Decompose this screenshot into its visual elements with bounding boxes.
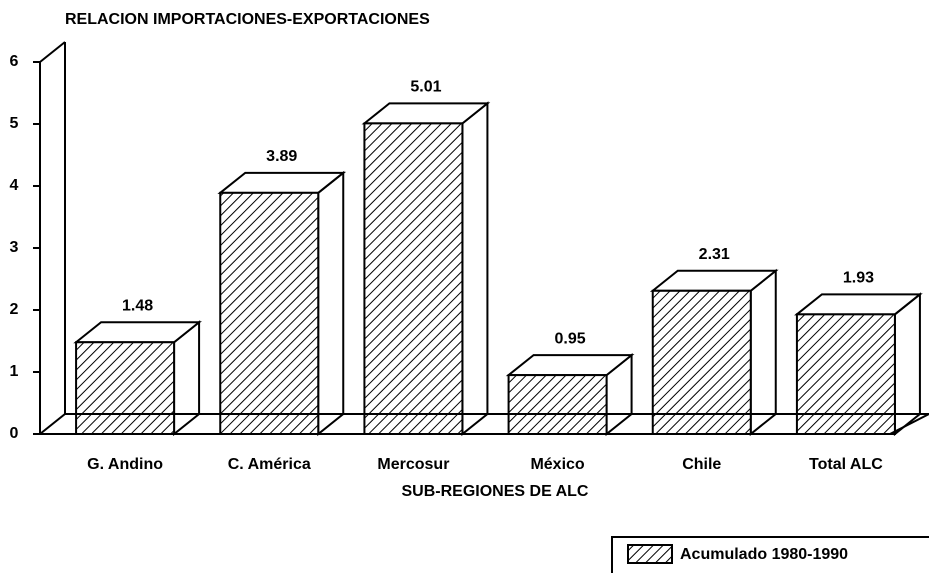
bar-side [749,268,777,437]
bar [651,289,752,435]
y-tick-label: 0 [10,425,19,442]
bar [795,313,896,435]
bar [219,191,320,435]
x-tick-label: México [530,456,584,473]
value-label: 5.01 [410,79,441,96]
legend-swatch [627,544,673,564]
bar-side [461,101,489,437]
value-label: 0.95 [555,330,586,347]
legend: Acumulado 1980-1990 [611,536,929,573]
value-label: 1.93 [843,270,874,287]
y-tick-label: 6 [10,53,19,70]
x-tick-label: Mercosur [377,456,449,473]
bar [507,374,608,436]
y-tick-label: 3 [10,239,19,256]
y-tick-label: 4 [10,177,19,194]
x-axis-label: SUB-REGIONES DE ALC [402,483,589,500]
floor [37,413,929,435]
value-label: 3.89 [266,148,297,165]
chart-title: RELACION IMPORTACIONES-EXPORTACIONES [65,11,430,28]
bar-side [317,170,345,437]
y-tick-label: 2 [10,301,19,318]
y-tick-label: 1 [10,363,19,380]
bar [363,122,464,435]
legend-label: Acumulado 1980-1990 [680,546,848,563]
x-tick-label: Total ALC [809,456,883,473]
x-tick-label: C. América [228,456,311,473]
bar [75,341,176,435]
value-label: 1.48 [122,297,153,314]
value-label: 2.31 [699,246,730,263]
x-tick-label: Chile [682,456,721,473]
axes [39,41,66,434]
y-tick-label: 5 [10,115,19,132]
x-tick-label: G. Andino [87,456,163,473]
